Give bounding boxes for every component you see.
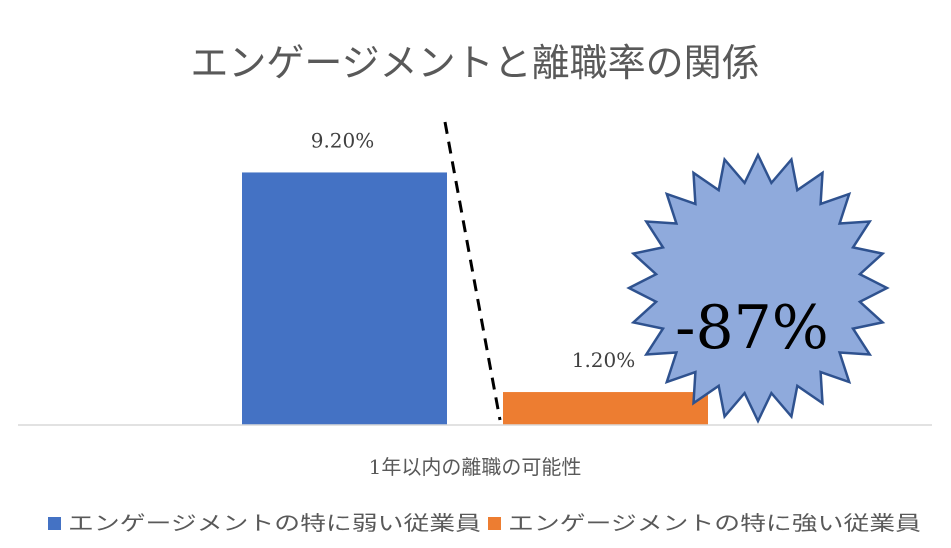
trend-dashed-line bbox=[443, 121, 502, 421]
reduction-starburst: -87% bbox=[626, 152, 890, 424]
starburst-shape bbox=[626, 152, 890, 424]
legend: エンゲージメントの特に弱い従業員 エンゲージメントの特に強い従業員 bbox=[48, 511, 921, 535]
legend-label-series-2: エンゲージメントの特に強い従業員 bbox=[508, 511, 921, 535]
legend-swatch-series-2 bbox=[488, 517, 501, 530]
data-label-series-1: 9.20% bbox=[311, 128, 375, 152]
chart-title: エンゲージメントと離職率の関係 bbox=[190, 41, 759, 85]
bar-series-2 bbox=[503, 392, 708, 425]
legend-swatch-series-1 bbox=[48, 517, 61, 530]
bar-series-1 bbox=[242, 172, 447, 425]
bars-group bbox=[242, 172, 708, 425]
data-labels-group: 9.20% 1.20% bbox=[311, 128, 636, 372]
data-label-series-2: 1.20% bbox=[572, 348, 636, 372]
reduction-percentage-label: -87% bbox=[675, 293, 829, 363]
x-axis-category-label: 1年以内の離職の可能性 bbox=[369, 455, 582, 479]
legend-label-series-1: エンゲージメントの特に弱い従業員 bbox=[68, 511, 481, 535]
